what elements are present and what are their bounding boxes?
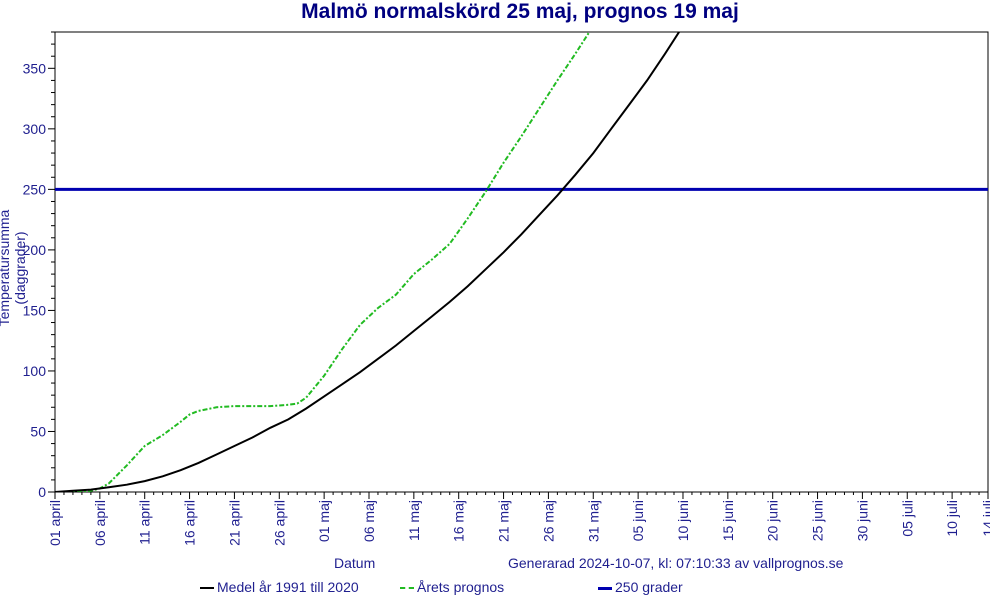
x-tick-label: 05 juli <box>899 500 915 537</box>
x-tick-label: 30 juni <box>854 500 870 541</box>
x-tick-label: 26 maj <box>540 500 556 542</box>
legend-label-forecast: Årets prognos <box>417 579 505 595</box>
x-tick-label: 01 april <box>47 500 63 546</box>
legend-swatch-forecast <box>400 587 414 590</box>
x-tick-label: 20 juni <box>765 500 781 541</box>
legend-swatch-threshold <box>598 586 612 590</box>
x-tick-label: 21 maj <box>496 500 512 542</box>
x-tick-label: 10 juni <box>675 500 691 541</box>
plot-area <box>54 31 989 493</box>
x-tick-label: 10 juli <box>944 500 960 537</box>
y-tick-label: 150 <box>23 302 47 318</box>
x-tick-label: 05 juni <box>630 500 646 541</box>
x-tick-label: 16 april <box>182 500 198 546</box>
x-tick-label: 21 april <box>226 500 242 546</box>
x-tick-label: 06 maj <box>361 500 377 542</box>
y-axis-label: Temperatursumma (daggrader) <box>0 209 28 327</box>
x-tick-label: 01 maj <box>316 500 332 542</box>
legend-item-forecast: Årets prognos <box>400 579 504 595</box>
x-tick-label: 11 maj <box>406 500 422 541</box>
forecast-line <box>55 32 591 492</box>
plot-border <box>54 31 989 493</box>
legend-item-normal: Medel år 1991 till 2020 <box>200 579 359 595</box>
generated-note: Generarad 2024-10-07, kl: 07:10:33 av va… <box>508 555 844 571</box>
y-tick-label: 350 <box>23 60 47 76</box>
x-tick-label: 25 juni <box>810 500 826 541</box>
normal-line <box>55 32 681 492</box>
x-tick-label: 15 juni <box>720 500 736 541</box>
y-tick-label: 300 <box>23 121 47 137</box>
x-tick-label: 31 maj <box>585 500 601 542</box>
x-tick-label: 06 april <box>92 500 108 546</box>
y-tick-label: 50 <box>30 423 46 439</box>
y-axis: 0 50 100 150 200 250 300 350 <box>23 31 55 500</box>
legend-label-threshold: 250 grader <box>615 579 683 595</box>
legend-item-threshold: 250 grader <box>598 579 683 595</box>
x-tick-label: 26 april <box>271 500 287 546</box>
x-tick-label: 11 april <box>137 500 153 545</box>
x-axis-label: Datum <box>334 555 376 571</box>
x-axis: 01 april 06 april 11 april 16 april 21 april… <box>47 492 990 546</box>
y-tick-label: 100 <box>23 363 47 379</box>
legend-swatch-normal <box>200 587 214 590</box>
x-tick-label: 14 juli <box>980 500 990 537</box>
y-tick-label: 0 <box>38 484 46 500</box>
chart-title: Malmö normalskörd 25 maj, prognos 19 maj <box>301 0 739 23</box>
series-layer <box>55 32 681 492</box>
legend-label-normal: Medel år 1991 till 2020 <box>217 579 359 595</box>
y-tick-label: 250 <box>23 181 47 197</box>
x-tick-label: 16 maj <box>451 500 467 542</box>
y-tick-label: 200 <box>23 242 47 258</box>
